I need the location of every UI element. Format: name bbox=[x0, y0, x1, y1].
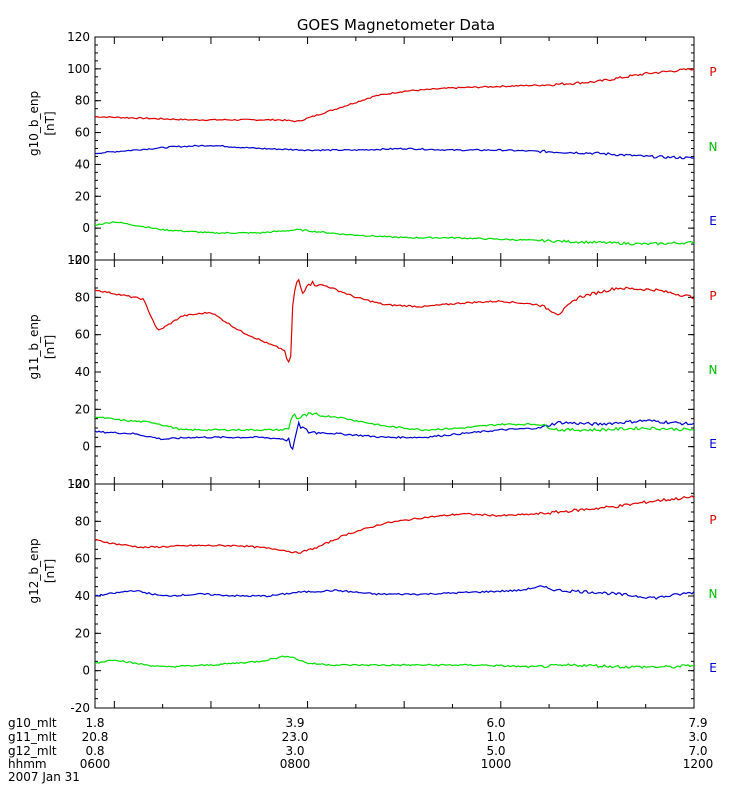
y-tick-label: 60 bbox=[75, 126, 90, 140]
panel-3: -20 0 20 40 60 80 100 g12_b_enp [nT] P N E bbox=[27, 477, 717, 715]
y-tick-label: 40 bbox=[75, 157, 90, 171]
y-tick-label: 100 bbox=[67, 62, 90, 76]
footer-value: 6.0 bbox=[486, 716, 505, 730]
footer-row-label: g11_mlt bbox=[8, 730, 57, 744]
panel-2: -20 0 20 40 60 80 100 g11_b_enp [nT] P N E bbox=[27, 253, 717, 491]
y-tick-label: -20 bbox=[70, 701, 90, 715]
y-tick-label: 40 bbox=[75, 589, 90, 603]
y-tick-label: 0 bbox=[82, 664, 90, 678]
series-line-n bbox=[94, 585, 695, 600]
series-line-n bbox=[95, 144, 695, 160]
panel-unit: [nT] bbox=[43, 111, 57, 135]
y-tick-label: -20 bbox=[70, 477, 90, 491]
series-line-p bbox=[94, 278, 695, 364]
component-label-n: N bbox=[709, 363, 718, 377]
y-tick-label: -20 bbox=[70, 253, 90, 267]
y-tick-label: 0 bbox=[82, 221, 90, 235]
component-label-n: N bbox=[709, 587, 718, 601]
footer-value: 23.0 bbox=[282, 730, 309, 744]
component-label-p: P bbox=[709, 289, 716, 303]
footer-value: 20.8 bbox=[82, 730, 109, 744]
y-tick-label: 60 bbox=[75, 328, 90, 342]
component-label-e: E bbox=[709, 661, 717, 675]
y-tick-label: 20 bbox=[75, 189, 90, 203]
panel-frame bbox=[94, 483, 695, 709]
y-tick-label: 20 bbox=[75, 626, 90, 640]
footer-row-label: g12_mlt bbox=[8, 744, 57, 758]
component-label-n: N bbox=[709, 140, 718, 154]
y-tick-label: 100 bbox=[67, 477, 90, 491]
series-line-e bbox=[94, 655, 695, 670]
component-label-e: E bbox=[709, 214, 717, 228]
footer-value: 3.0 bbox=[285, 744, 304, 758]
panel-ylabel: g12_b_enp bbox=[27, 538, 41, 603]
y-tick-label: 60 bbox=[75, 552, 90, 566]
panel-1: -20 0 20 40 60 80 100 120 g10_b_enp [nT] P N E bbox=[27, 30, 717, 267]
footer-value: 1.0 bbox=[486, 730, 505, 744]
y-tick-label: 20 bbox=[75, 402, 90, 416]
footer-table: g10_mlt 1.8 3.9 6.0 7.9 g11_mlt 20.8 23.0 1.0 3.0… bbox=[8, 716, 713, 784]
footer-value: 3.0 bbox=[688, 730, 707, 744]
component-label-e: E bbox=[709, 437, 717, 451]
panel-frame bbox=[94, 259, 695, 485]
y-tick-label: 0 bbox=[82, 440, 90, 454]
footer-value: 0600 bbox=[80, 757, 111, 771]
y-tick-label: 40 bbox=[75, 365, 90, 379]
footer-row-label: hhmm bbox=[8, 757, 47, 771]
footer-value: 0.8 bbox=[85, 744, 104, 758]
series-line-p bbox=[94, 495, 695, 555]
footer-row-label: g10_mlt bbox=[8, 716, 57, 730]
footer-value: 5.0 bbox=[486, 744, 505, 758]
chart-title: GOES Magnetometer Data bbox=[297, 16, 495, 34]
footer-value: 0800 bbox=[280, 757, 311, 771]
panel-ylabel: g10_b_enp bbox=[27, 91, 41, 156]
footer-value: 7.9 bbox=[688, 716, 707, 730]
y-tick-label: 80 bbox=[75, 514, 90, 528]
component-label-p: P bbox=[709, 513, 716, 527]
footer-value: 1.8 bbox=[85, 716, 104, 730]
panel-ylabel: g11_b_enp bbox=[27, 314, 41, 379]
y-tick-label: 120 bbox=[67, 30, 90, 44]
footer-value: 1200 bbox=[683, 757, 714, 771]
y-tick-label: 100 bbox=[67, 253, 90, 267]
series-line-e bbox=[94, 412, 695, 433]
panel-unit: [nT] bbox=[43, 335, 57, 359]
y-tick-label: 80 bbox=[75, 94, 90, 108]
component-label-p: P bbox=[709, 65, 716, 79]
footer-value: 1000 bbox=[481, 757, 512, 771]
series-line-p bbox=[94, 67, 695, 123]
series-line-n bbox=[94, 419, 695, 451]
series-line-e bbox=[94, 221, 695, 246]
y-tick-label: 80 bbox=[75, 290, 90, 304]
panel-unit: [nT] bbox=[43, 559, 57, 583]
footer-value: 7.0 bbox=[688, 744, 707, 758]
footer-date: 2007 Jan 31 bbox=[8, 770, 80, 784]
footer-value: 3.9 bbox=[285, 716, 304, 730]
